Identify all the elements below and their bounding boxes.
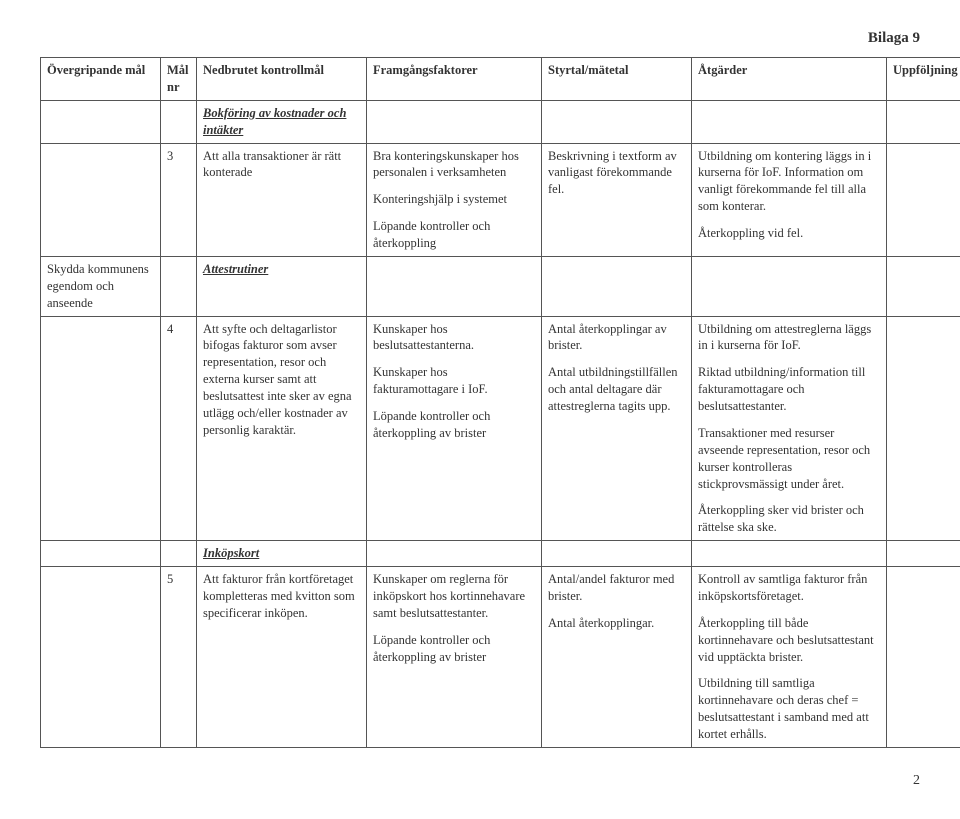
cell-empty <box>692 256 887 316</box>
text: Utbildning om kontering läggs in i kurse… <box>698 148 880 216</box>
text: Utbildning om attestreglerna läggs in i … <box>698 321 880 355</box>
cell-uppfoljning <box>887 316 960 541</box>
text: Antal/andel fakturor med brister. <box>548 571 685 605</box>
cell-styrtal: Antal återkopplingar av brister. Antal u… <box>542 316 692 541</box>
cell-empty <box>367 541 542 567</box>
table-row: 3 Att alla transaktioner är rätt kontera… <box>41 143 960 256</box>
col-uppfoljning: Uppföljning <box>887 58 960 101</box>
cell-framgang: Bra konteringskunskaper hos personalen i… <box>367 143 542 256</box>
section-title-inkop: Inköpskort <box>197 541 367 567</box>
section-label: Attestrutiner <box>203 262 268 276</box>
attachment-header: Bilaga 9 <box>40 30 920 47</box>
section-row-attest: Skydda kommunens egendom och anseende At… <box>41 256 960 316</box>
text: Antal återkopplingar av brister. <box>548 321 685 355</box>
cell-styrtal: Beskrivning i textform av vanligast före… <box>542 143 692 256</box>
cell-atgarder: Utbildning om kontering läggs in i kurse… <box>692 143 887 256</box>
section-row-inkop: Inköpskort <box>41 541 960 567</box>
cell-empty <box>542 100 692 143</box>
col-nedbrutet: Nedbrutet kontrollmål <box>197 58 367 101</box>
col-malnr: Mål nr <box>161 58 197 101</box>
cell-empty <box>161 541 197 567</box>
table-row: 5 Att fakturor från kortföretaget komple… <box>41 567 960 748</box>
text: Antal utbildningstillfällen och antal de… <box>548 364 685 415</box>
cell-styrtal: Antal/andel fakturor med brister. Antal … <box>542 567 692 748</box>
cell-empty <box>692 541 887 567</box>
cell-malnr: 3 <box>161 143 197 256</box>
text: Antal återkopplingar. <box>548 615 685 632</box>
text: Riktad utbildning/information till faktu… <box>698 364 880 415</box>
cell-empty <box>887 100 960 143</box>
section-label: Inköpskort <box>203 546 259 560</box>
text: Konteringshjälp i systemet <box>373 191 535 208</box>
text: Återkoppling till både kortinnehavare oc… <box>698 615 880 666</box>
cell-empty <box>542 541 692 567</box>
cell-uppfoljning <box>887 567 960 748</box>
text: Kunskaper hos fakturamottagare i IoF. <box>373 364 535 398</box>
cell-empty <box>692 100 887 143</box>
cell-empty <box>161 100 197 143</box>
text: Löpande kontroller och återkoppling av b… <box>373 632 535 666</box>
text: Bra konteringskunskaper hos personalen i… <box>373 148 535 182</box>
text: Kunskaper hos beslutsattestanterna. <box>373 321 535 355</box>
cell-empty <box>542 256 692 316</box>
page-number: 2 <box>40 773 920 789</box>
col-styrtal: Styrtal/mätetal <box>542 58 692 101</box>
text: Transaktioner med resurser avseende repr… <box>698 425 880 493</box>
col-atgarder: Åtgärder <box>692 58 887 101</box>
text: Löpande kontroller och återkoppling av b… <box>373 408 535 442</box>
text: Kunskaper om reglerna för inköpskort hos… <box>373 571 535 622</box>
cell-atgarder: Utbildning om attestreglerna läggs in i … <box>692 316 887 541</box>
cell-atgarder: Kontroll av samtliga fakturor från inköp… <box>692 567 887 748</box>
cell-empty <box>887 256 960 316</box>
cell-overgripande <box>41 567 161 748</box>
cell-empty <box>41 541 161 567</box>
text: Utbildning till samtliga kortinnehavare … <box>698 675 880 743</box>
cell-empty <box>41 100 161 143</box>
text: Kontroll av samtliga fakturor från inköp… <box>698 571 880 605</box>
cell-framgang: Kunskaper om reglerna för inköpskort hos… <box>367 567 542 748</box>
cell-malnr: 5 <box>161 567 197 748</box>
section-title-attest: Attestrutiner <box>197 256 367 316</box>
section-row-bokforing: Bokföring av kostnader och intäkter <box>41 100 960 143</box>
section-title-bokforing: Bokföring av kostnader och intäkter <box>197 100 367 143</box>
text: Återkoppling sker vid brister och rättel… <box>698 502 880 536</box>
cell-malnr: 4 <box>161 316 197 541</box>
cell-empty <box>161 256 197 316</box>
cell-uppfoljning <box>887 143 960 256</box>
text: Återkoppling vid fel. <box>698 225 880 242</box>
section-label: Bokföring av kostnader och intäkter <box>203 106 346 137</box>
cell-empty <box>367 256 542 316</box>
table-header-row: Övergripande mål Mål nr Nedbrutet kontro… <box>41 58 960 101</box>
col-overgripande: Övergripande mål <box>41 58 161 101</box>
cell-nedbrutet: Att alla transaktioner är rätt konterade <box>197 143 367 256</box>
cell-nedbrutet: Att fakturor från kortföretaget komplett… <box>197 567 367 748</box>
col-framgang: Framgångsfaktorer <box>367 58 542 101</box>
cell-overgripande <box>41 316 161 541</box>
table-row: 4 Att syfte och deltagarlistor bifogas f… <box>41 316 960 541</box>
control-table: Övergripande mål Mål nr Nedbrutet kontro… <box>40 57 960 748</box>
text: Löpande kontroller och återkoppling <box>373 218 535 252</box>
cell-empty <box>367 100 542 143</box>
cell-empty <box>887 541 960 567</box>
cell-framgang: Kunskaper hos beslutsattestanterna. Kuns… <box>367 316 542 541</box>
cell-skydda: Skydda kommunens egendom och anseende <box>41 256 161 316</box>
cell-nedbrutet: Att syfte och deltagarlistor bifogas fak… <box>197 316 367 541</box>
cell-overgripande <box>41 143 161 256</box>
